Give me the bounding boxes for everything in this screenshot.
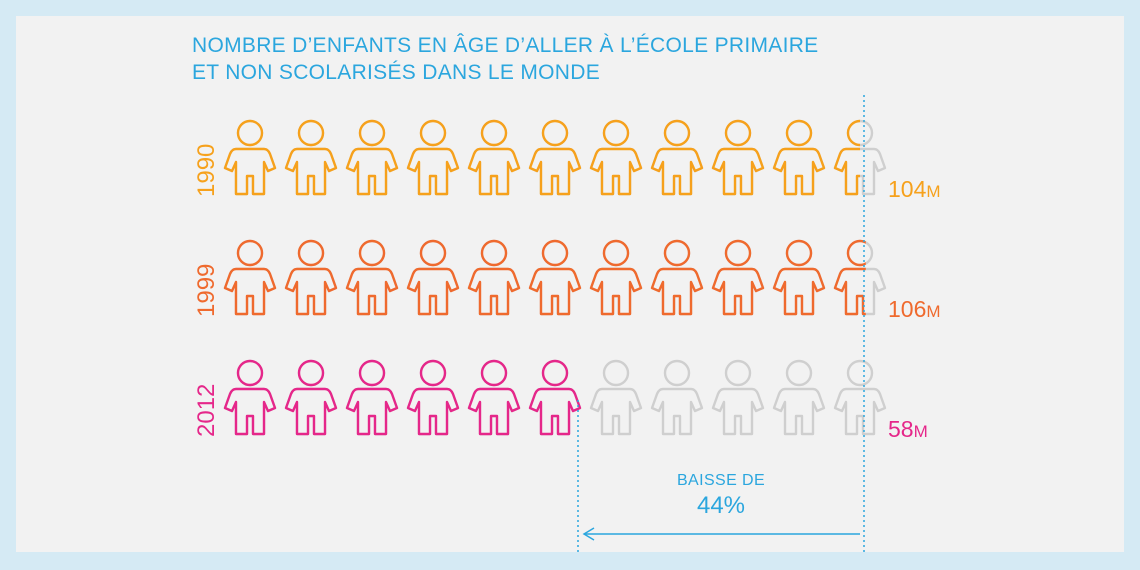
person-icon-filled (345, 359, 399, 436)
person-icon-filled (284, 239, 338, 316)
year-label: 1990 (193, 143, 220, 197)
total-value: 106M (888, 296, 941, 323)
person-icon-empty (650, 359, 704, 436)
person-icon-filled (223, 239, 277, 316)
total-number: 104 (888, 176, 927, 202)
chart-title-line-1: NOMBRE D’ENFANTS EN ÂGE D’ALLER À L’ÉCOL… (192, 34, 819, 57)
person-icon-filled (772, 119, 826, 196)
drop-annotation-label: BAISSE DE (676, 472, 766, 489)
total-unit: M (913, 422, 928, 441)
person-icon-filled (528, 119, 582, 196)
chart-title-line-2: ET NON SCOLARISÉS DANS LE MONDE (192, 61, 601, 84)
person-icon-empty (711, 359, 765, 436)
person-icon-filled (345, 119, 399, 196)
total-unit: M (926, 302, 941, 321)
drop-arrow-head (582, 527, 595, 541)
person-icon-filled (711, 119, 765, 196)
person-icon-filled (345, 239, 399, 316)
person-icon-filled (467, 119, 521, 196)
total-value: 104M (888, 176, 941, 203)
person-icon-filled (650, 119, 704, 196)
person-icon-filled (467, 359, 521, 436)
drop-annotation-value: 44% (696, 492, 746, 519)
person-icon-filled (833, 239, 866, 316)
year-label: 1999 (193, 263, 220, 317)
person-icon-filled (284, 359, 338, 436)
person-icon-filled (223, 119, 277, 196)
person-icon-filled (223, 359, 277, 436)
total-value: 58M (888, 416, 928, 443)
person-icon-filled (284, 119, 338, 196)
person-icon-filled (406, 359, 460, 436)
person-icon-filled (406, 119, 460, 196)
person-icon-filled (467, 239, 521, 316)
year-label: 2012 (193, 383, 220, 437)
person-icon-filled (833, 119, 860, 196)
total-number: 58 (888, 416, 914, 442)
person-icon-filled (650, 239, 704, 316)
person-icon-filled (406, 239, 460, 316)
person-icon-filled (528, 239, 582, 316)
person-icon-filled (772, 239, 826, 316)
person-icon-filled (589, 119, 643, 196)
total-unit: M (926, 182, 941, 201)
person-icon-empty (833, 359, 887, 436)
person-icon-filled (589, 239, 643, 316)
person-icon-empty (772, 359, 826, 436)
total-number: 106 (888, 296, 927, 322)
person-icon-filled (528, 359, 582, 436)
person-icon-filled (711, 239, 765, 316)
person-icon-empty (589, 359, 643, 436)
